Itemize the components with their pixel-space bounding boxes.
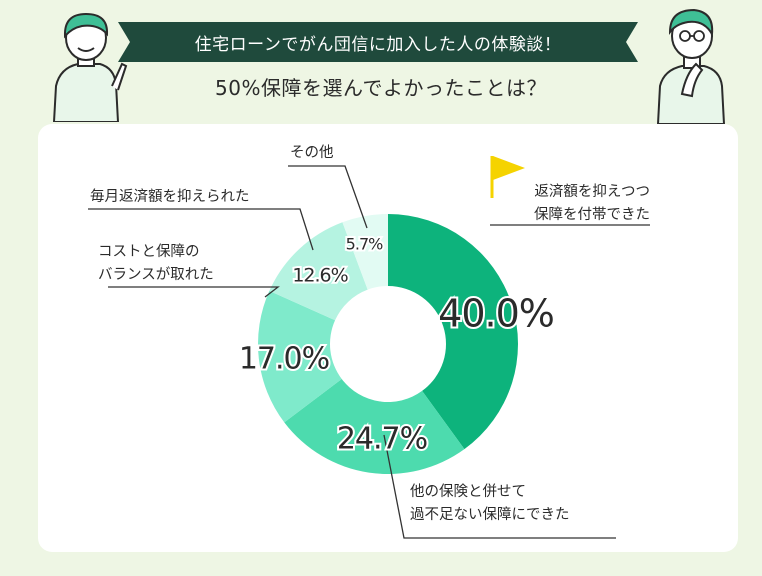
- right-person-illustration: [656, 8, 726, 124]
- flag-icon: [490, 156, 525, 198]
- donut-chart: 40.0% 24.7% 17.0% 12.6% 5.7%: [88, 156, 650, 539]
- donut-slice: [342, 214, 388, 290]
- chart-card: 40.0% 24.7% 17.0% 12.6% 5.7% 返済額を抑えつつ 保障を付帯でき…: [38, 124, 738, 552]
- category-label-line: 毎月返済額を抑えられた: [90, 189, 250, 205]
- donut-slice: [388, 214, 518, 450]
- banner-ribbon: [118, 22, 638, 62]
- value-label: 12.6%: [292, 265, 347, 287]
- category-label-line: その他: [290, 145, 334, 161]
- donut-slice: [284, 378, 465, 474]
- donut-slice: [258, 290, 342, 423]
- leader-line: [383, 434, 616, 539]
- category-label: コストと保障の バランスが取れた: [98, 241, 214, 287]
- leader-line: [108, 286, 280, 298]
- category-label-line: 返済額を抑えつつ: [534, 184, 650, 200]
- leader-line: [288, 165, 368, 229]
- banner-title: 住宅ローンでがん団信に加入した人の体験談！: [194, 34, 562, 55]
- value-label: 24.7%: [337, 422, 427, 457]
- category-label: その他: [290, 142, 334, 165]
- category-label: 他の保険と併せて過不足ない保障にできた: [410, 481, 570, 527]
- donut-slice: [269, 222, 368, 321]
- category-label-line: 過不足ない保障にできた: [410, 507, 570, 523]
- header-banner: 住宅ローンでがん団信に加入した人の体験談！: [118, 22, 638, 62]
- leader-line: [88, 208, 314, 251]
- category-label-line: バランスが取れた: [98, 267, 214, 283]
- category-label-line: 他の保険と併せて: [410, 484, 526, 500]
- page-subtitle: 50%保障を選んでよかったことは？: [215, 76, 547, 100]
- left-person-illustration: [52, 12, 128, 122]
- category-label: 返済額を抑えつつ 保障を付帯できた: [534, 181, 650, 227]
- category-label: 毎月返済額を抑えられた: [90, 186, 250, 209]
- category-label-line: コストと保障の: [98, 244, 200, 260]
- category-label-line: 保障を付帯できた: [534, 207, 650, 223]
- value-label: 5.7%: [346, 235, 383, 254]
- value-label: 17.0%: [239, 342, 329, 377]
- value-label: 40.0%: [438, 292, 554, 336]
